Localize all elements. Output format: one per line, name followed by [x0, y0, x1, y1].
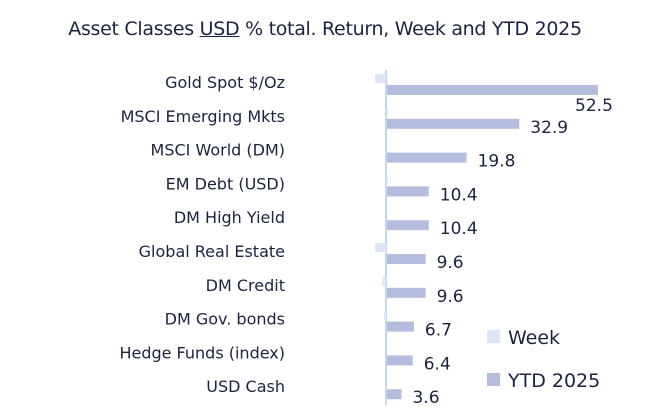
ytd-bar: [387, 186, 429, 197]
legend-swatch-week: [487, 330, 500, 343]
chart-title: Asset Classes USD % total. Return, Week …: [0, 18, 650, 40]
data-label: 10.4: [440, 219, 478, 239]
ytd-bar: [387, 287, 426, 298]
week-bar: [386, 175, 388, 185]
week-bar: [386, 107, 388, 117]
data-label: 3.6: [412, 388, 439, 408]
legend-swatch-ytd: [487, 373, 500, 386]
ytd-bar: [387, 118, 520, 129]
data-label: 9.6: [437, 287, 464, 307]
category-label: MSCI World (DM): [151, 141, 285, 160]
ytd-bar: [387, 321, 414, 332]
category-label: DM High Yield: [174, 208, 285, 227]
category-label: Hedge Funds (index): [119, 343, 285, 362]
data-label: 32.9: [530, 118, 568, 138]
ytd-bar: [387, 220, 429, 231]
data-label: 10.4: [440, 185, 478, 205]
week-bar: [375, 243, 386, 252]
data-label: 6.7: [425, 321, 452, 341]
ytd-bar: [387, 85, 599, 95]
category-label: Gold Spot $/Oz: [165, 73, 285, 92]
category-label: DM Gov. bonds: [165, 310, 285, 329]
category-label: MSCI Emerging Mkts: [121, 107, 285, 126]
data-label: 9.6: [437, 253, 464, 273]
ytd-bar: [387, 152, 467, 163]
title-rest: % total. Return, Week and YTD 2025: [239, 18, 582, 40]
category-label: Global Real Estate: [139, 242, 285, 261]
title-currency: USD: [199, 18, 240, 40]
legend-label-ytd: YTD 2025: [507, 370, 600, 392]
title-text: Asset Classes: [68, 18, 200, 40]
ytd-bar: [387, 355, 413, 366]
week-bar: [382, 276, 386, 286]
data-label: 6.4: [424, 354, 451, 374]
ytd-bar: [387, 254, 426, 264]
week-bar: [375, 74, 386, 83]
category-label: DM Credit: [206, 276, 285, 295]
category-label: EM Debt (USD): [166, 174, 285, 193]
week-bar: [383, 310, 386, 320]
ytd-bar: [387, 389, 402, 400]
data-label: 19.8: [478, 152, 516, 172]
data-label: 52.5: [575, 96, 613, 116]
category-label: USD Cash: [206, 377, 285, 396]
legend-label-week: Week: [508, 327, 560, 349]
